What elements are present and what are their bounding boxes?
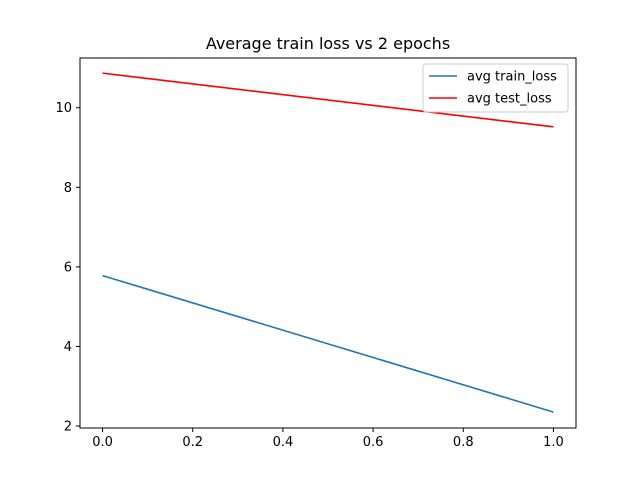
chart-title: Average train loss vs 2 epochs	[206, 34, 450, 53]
y-tick-label: 6	[64, 260, 72, 275]
x-tick-label: 1.0	[543, 435, 564, 450]
y-tick-label: 10	[55, 101, 72, 116]
series-line-1	[102, 72, 554, 128]
x-tick-label: 0.0	[92, 435, 113, 450]
y-tick-label: 8	[64, 181, 72, 196]
x-tick-label: 0.8	[453, 435, 474, 450]
x-tick-label: 0.2	[182, 435, 203, 450]
legend-label-1: avg test_loss	[467, 92, 552, 107]
x-tick-label: 0.4	[273, 435, 294, 450]
legend-box	[422, 63, 569, 113]
x-tick-label: 0.6	[363, 435, 384, 450]
y-tick-label: 2	[64, 420, 72, 435]
axes-layer: 0.0 0.2 0.4 0.6 0.8 1.0 2 4 6 8 10	[55, 57, 577, 450]
series-layer	[102, 72, 554, 413]
y-tick-label: 4	[64, 340, 72, 355]
legend-label-0: avg train_loss	[467, 70, 557, 85]
axes-frame	[79, 57, 577, 429]
series-line-0	[102, 274, 554, 413]
